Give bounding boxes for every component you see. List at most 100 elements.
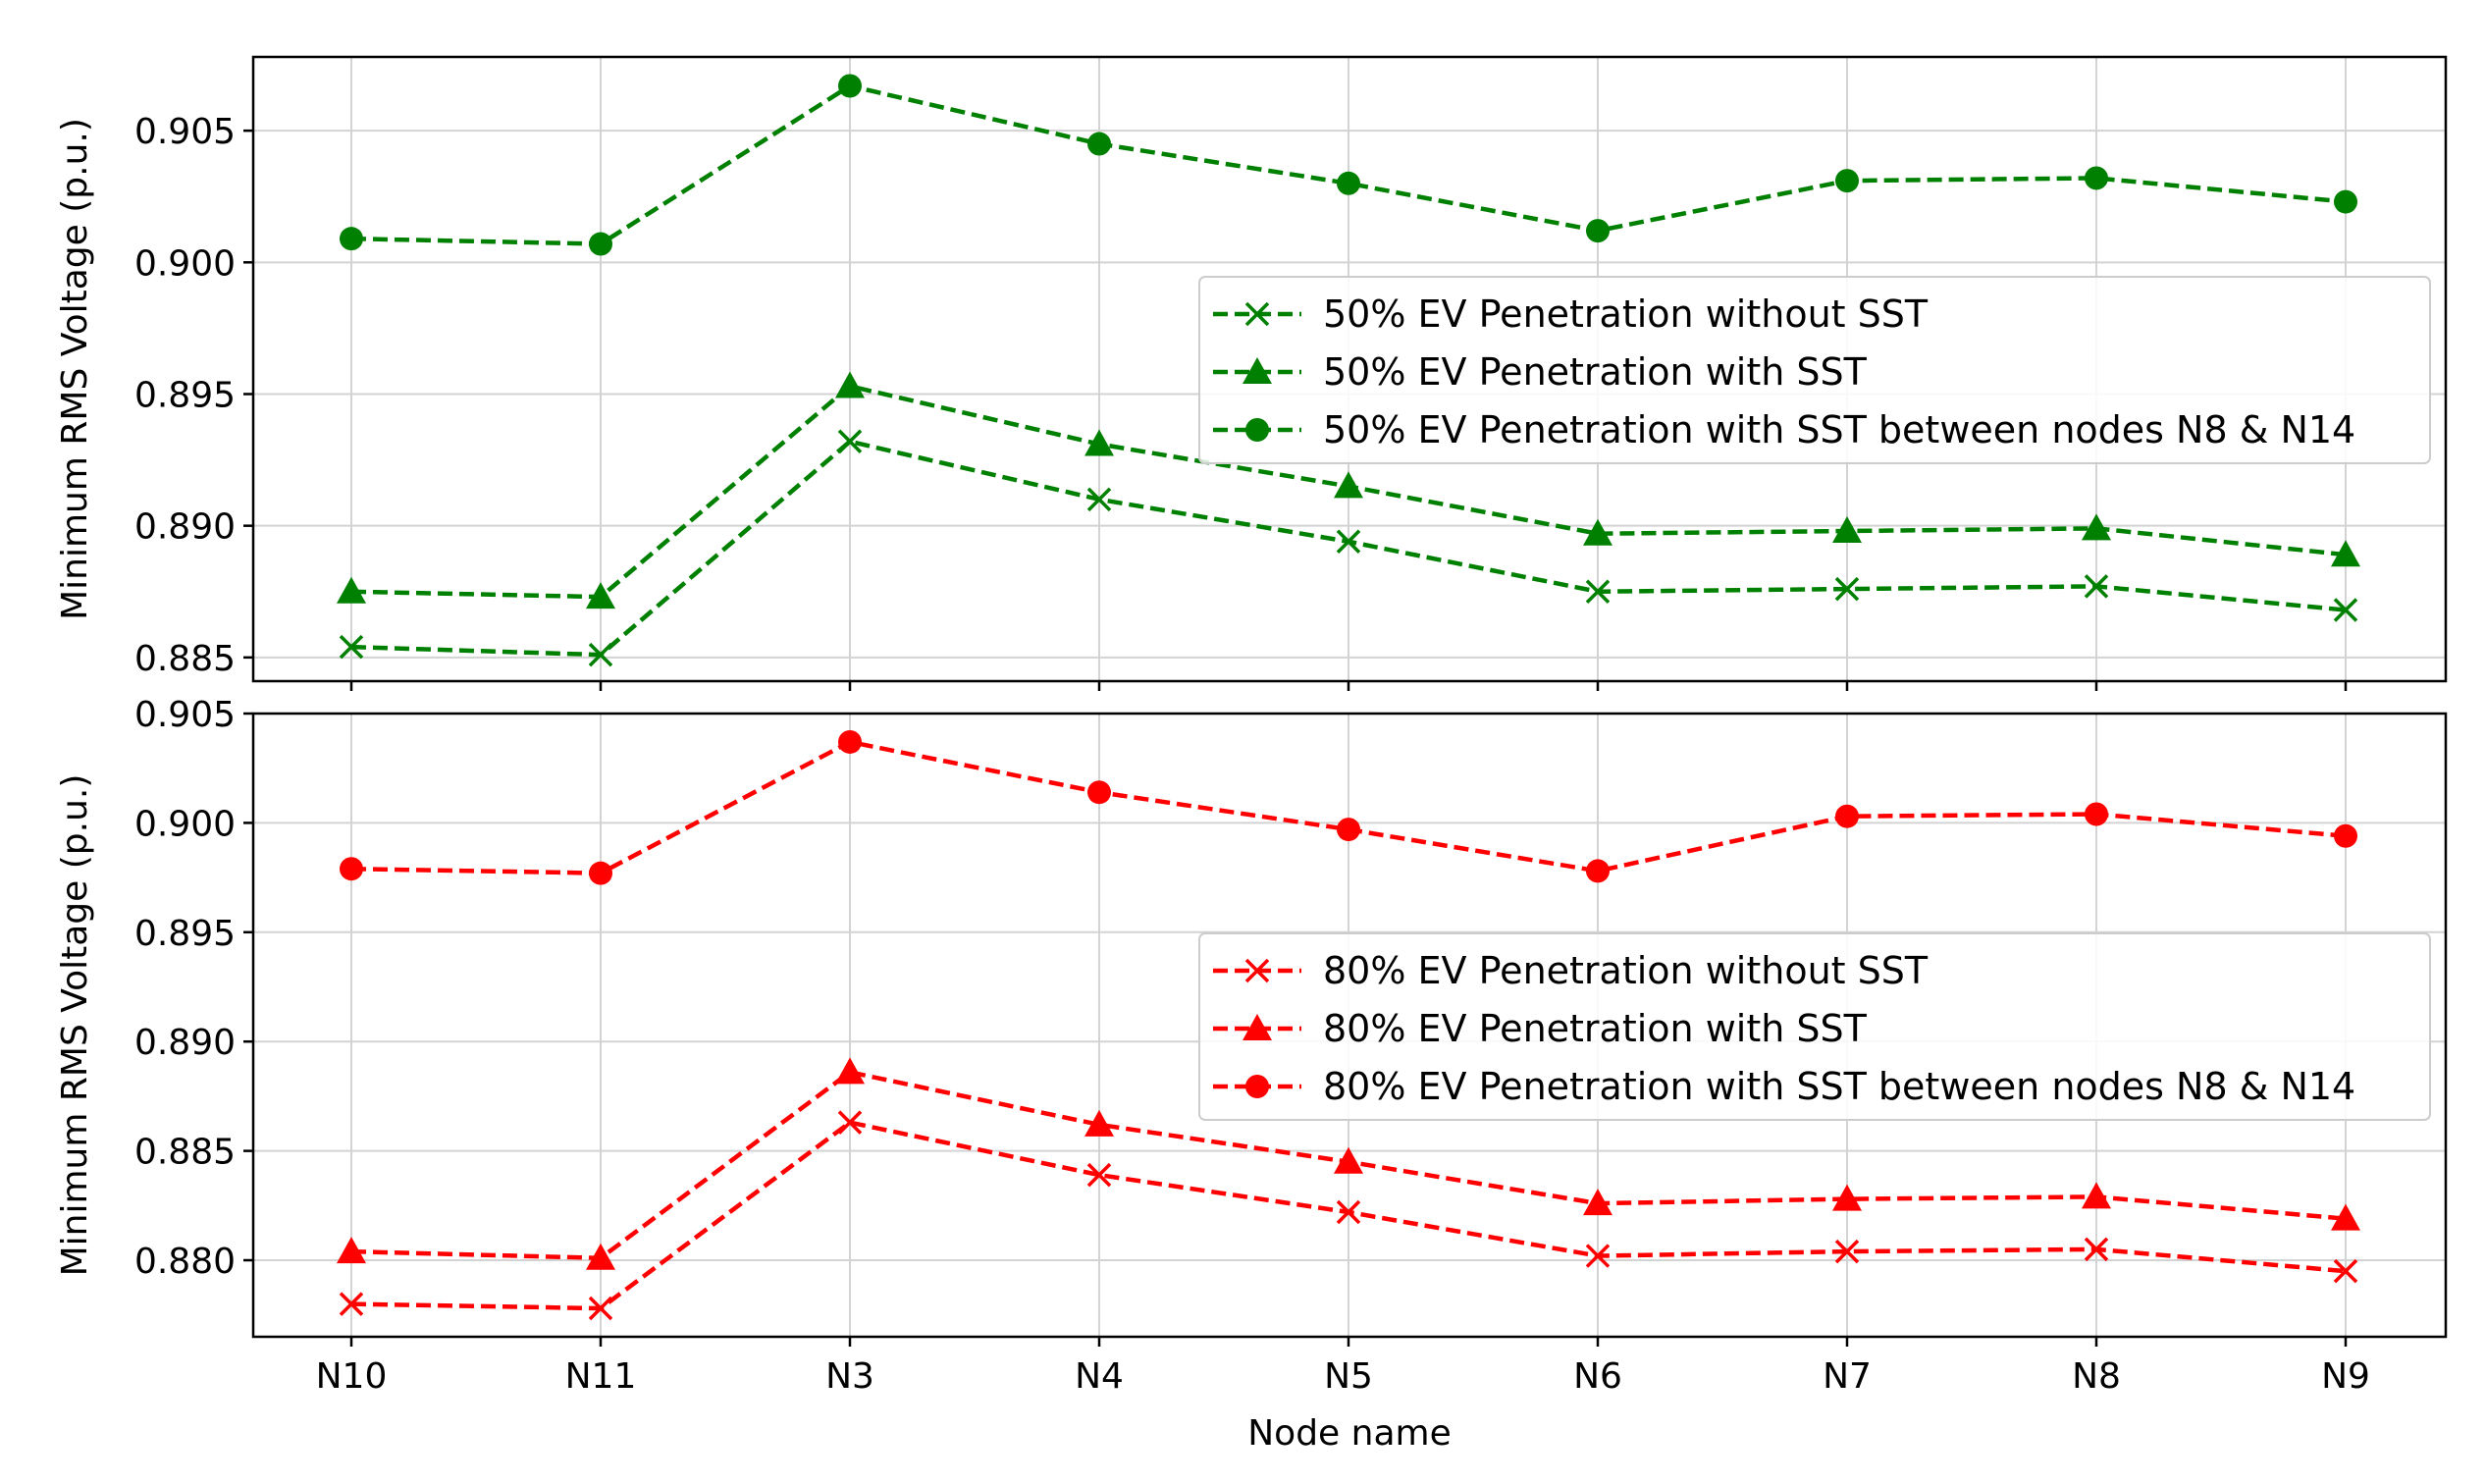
data-point	[1585, 1244, 1611, 1268]
data-point	[340, 227, 363, 251]
legend-label: 80% EV Penetration with SST between node…	[1323, 1065, 2355, 1108]
x-tick-label: N7	[1823, 1356, 1872, 1397]
legend-label: 50% EV Penetration without SST	[1323, 292, 1929, 336]
data-point	[2084, 1237, 2109, 1262]
y-tick-label: 0.905	[134, 695, 236, 735]
x-tick-label: N8	[2072, 1356, 2121, 1397]
legend-box	[1198, 276, 2431, 464]
x-axis-label: Node name	[1247, 1413, 1452, 1454]
legend-label: 80% EV Penetration without SST	[1323, 949, 1929, 992]
y-tick-label: 0.905	[134, 112, 236, 152]
chart-panel-1: 0.885 0.890 0.895 0.900 0.905 Minimum RMS Vol…	[55, 55, 2448, 691]
data-point	[2082, 1182, 2111, 1209]
legend-item: 80% EV Penetration without SST	[1213, 949, 1929, 992]
legend: 80% EV Penetration without SST 80% EV Pen…	[1198, 932, 2431, 1121]
series-circle	[340, 74, 2357, 256]
series-line	[350, 83, 2347, 246]
legend-label: 80% EV Penetration with SST	[1323, 1007, 1868, 1050]
data-point	[838, 74, 862, 98]
data-point	[838, 729, 862, 754]
data-point	[1084, 1109, 1114, 1137]
legend-item: 50% EV Penetration with SST between node…	[1213, 408, 2355, 451]
data-point	[2334, 189, 2357, 214]
x-tick-label: N3	[825, 1356, 874, 1397]
data-point	[340, 857, 363, 881]
legend-x-marker	[1244, 958, 1270, 983]
data-point	[339, 634, 364, 660]
data-point	[2082, 513, 2111, 541]
y-tick-label: 0.890	[134, 1023, 236, 1063]
series-x	[339, 1110, 2358, 1321]
legend-item: 50% EV Penetration without SST	[1213, 292, 1929, 336]
y-tick-label: 0.895	[134, 914, 236, 954]
data-point	[2085, 802, 2108, 826]
data-point	[586, 1243, 615, 1270]
legend-box	[1198, 932, 2431, 1121]
data-point	[1084, 429, 1114, 456]
data-point	[337, 576, 366, 604]
series-x	[339, 429, 2358, 667]
data-point	[1583, 518, 1613, 546]
y-axis-label: Minimum RMS Voltage (p.u.)	[55, 774, 95, 1277]
series-triangle	[337, 371, 2360, 610]
x-tick-label: N10	[316, 1356, 388, 1397]
y-tick-label: 0.900	[134, 243, 236, 284]
data-point	[2331, 1203, 2360, 1231]
legend-circle-marker	[1245, 1075, 1269, 1098]
legend-triangle-marker	[1242, 1014, 1272, 1040]
y-axis-label: Minimum RMS Voltage (p.u.)	[55, 118, 95, 620]
data-point	[837, 1110, 863, 1135]
x-tick-label: N11	[565, 1356, 637, 1397]
data-point	[1832, 516, 1862, 544]
data-point	[1336, 1199, 1361, 1225]
data-point	[1586, 859, 1610, 883]
legend-x-marker	[1244, 301, 1270, 327]
y-tick-label: 0.885	[134, 1133, 236, 1173]
data-point	[2085, 166, 2108, 190]
data-point	[1583, 1189, 1613, 1216]
data-point	[337, 1237, 366, 1264]
data-point	[1834, 1239, 1860, 1264]
data-point	[837, 429, 863, 454]
data-point	[835, 371, 865, 398]
data-point	[586, 582, 615, 610]
data-point	[1087, 780, 1111, 805]
legend-item: 80% EV Penetration with SST between node…	[1213, 1065, 2355, 1108]
data-point	[1586, 219, 1610, 243]
data-point	[2084, 574, 2109, 599]
y-tick-label: 0.880	[134, 1242, 236, 1282]
data-point	[1087, 132, 1111, 156]
y-tick-label: 0.895	[134, 375, 236, 415]
data-point	[1336, 529, 1361, 555]
data-point	[1835, 169, 1859, 193]
data-point	[1337, 818, 1360, 842]
data-point	[835, 1057, 865, 1085]
data-point	[2333, 598, 2358, 622]
legend-item: 80% EV Penetration with SST	[1213, 1007, 1868, 1050]
x-tick-label: N5	[1324, 1356, 1373, 1397]
data-point	[1585, 579, 1611, 604]
x-tick-label: N4	[1075, 1356, 1124, 1397]
data-point	[589, 861, 612, 885]
x-tick-label: N9	[2321, 1356, 2370, 1397]
chart-panel-2: 0.880 0.885 0.890 0.895 0.900 0.905 N10 N11 N3 N4…	[55, 695, 2448, 1454]
data-point	[1086, 487, 1112, 512]
data-point	[1337, 171, 1360, 195]
data-point	[2331, 540, 2360, 567]
series-circle	[340, 729, 2357, 885]
data-point	[1334, 471, 1363, 499]
data-point	[588, 642, 613, 667]
data-point	[1832, 1184, 1862, 1211]
y-tick-label: 0.900	[134, 804, 236, 844]
legend-triangle-marker	[1242, 357, 1272, 384]
y-tick-label: 0.890	[134, 507, 236, 548]
legend-item: 50% EV Penetration with SST	[1213, 350, 1868, 394]
data-point	[339, 1292, 364, 1316]
data-point	[589, 232, 612, 256]
plot-frame	[251, 712, 2448, 1339]
data-point	[588, 1296, 613, 1321]
data-point	[1835, 804, 1859, 828]
legend-label: 50% EV Penetration with SST between node…	[1323, 408, 2355, 451]
legend-label: 50% EV Penetration with SST	[1323, 350, 1868, 394]
